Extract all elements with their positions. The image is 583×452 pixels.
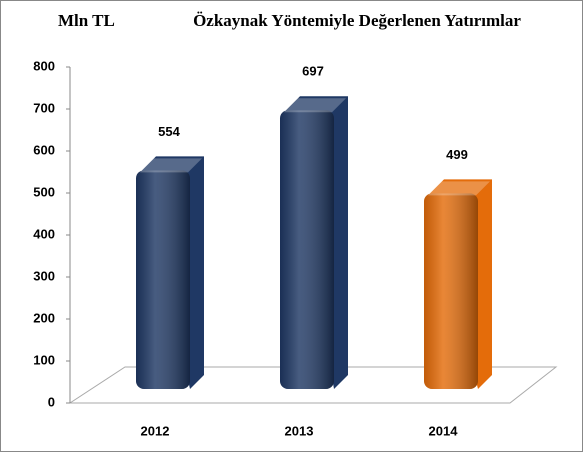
- bar-part: [428, 181, 490, 196]
- bar: [424, 179, 492, 389]
- bar-part: [284, 98, 346, 113]
- value-label: 697: [302, 64, 324, 79]
- y-tick-label: 300: [33, 268, 55, 283]
- unit-label: Mln TL: [58, 11, 115, 30]
- y-tick-label: 0: [48, 394, 55, 409]
- y-tick-label: 700: [33, 100, 55, 115]
- value-label: 499: [446, 147, 468, 162]
- y-tick-label: 100: [33, 352, 55, 367]
- x-tick-label: 2012: [141, 423, 170, 438]
- bar: [280, 96, 348, 389]
- y-tick-label: 400: [33, 226, 55, 241]
- y-tick-label: 600: [33, 142, 55, 157]
- x-tick-label: 2013: [285, 423, 314, 438]
- value-label: 554: [158, 124, 180, 139]
- bar: [136, 156, 204, 389]
- y-tick-label: 200: [33, 310, 55, 325]
- x-tick-label: 2014: [429, 423, 459, 438]
- chart-title: Özkaynak Yöntemiyle Değerlenen Yatırımla…: [193, 11, 521, 30]
- bar-part: [136, 170, 190, 389]
- bar-part: [140, 158, 202, 173]
- bar-part: [424, 193, 478, 389]
- bar-part: [280, 110, 334, 389]
- y-tick-label: 800: [33, 58, 55, 73]
- y-tick-label: 500: [33, 184, 55, 199]
